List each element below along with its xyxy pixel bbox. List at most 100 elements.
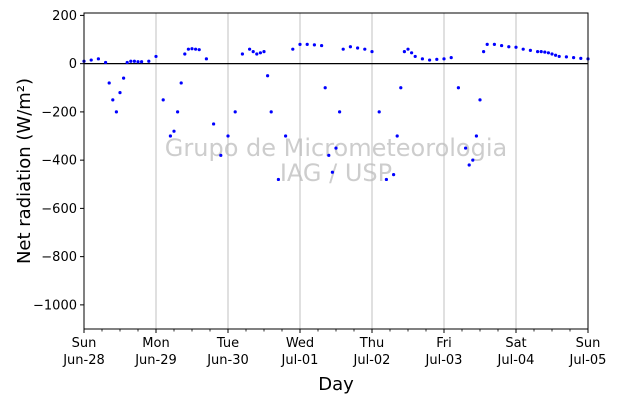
x-tick-day: Sat bbox=[505, 336, 526, 351]
data-point bbox=[456, 86, 460, 90]
x-tick-date: Jul-01 bbox=[281, 353, 319, 368]
data-point bbox=[320, 43, 324, 48]
x-tick-day: Mon bbox=[142, 336, 169, 351]
data-point bbox=[114, 110, 118, 114]
data-point bbox=[467, 163, 471, 167]
data-point bbox=[204, 57, 208, 61]
data-point bbox=[197, 48, 201, 52]
data-point bbox=[240, 52, 244, 56]
data-point bbox=[348, 45, 352, 49]
data-point bbox=[219, 153, 223, 157]
data-point bbox=[449, 56, 453, 60]
data-point bbox=[96, 57, 100, 61]
data-point bbox=[298, 42, 302, 46]
data-point bbox=[266, 74, 270, 78]
data-point bbox=[104, 60, 108, 65]
data-point bbox=[327, 153, 331, 157]
data-point bbox=[262, 49, 266, 54]
data-point bbox=[564, 55, 569, 59]
data-point bbox=[420, 57, 424, 61]
x-tick-date: Jul-02 bbox=[353, 353, 391, 368]
data-point bbox=[579, 56, 583, 60]
data-point bbox=[406, 47, 410, 51]
data-point bbox=[442, 57, 446, 61]
data-point bbox=[251, 49, 255, 54]
data-point bbox=[507, 45, 511, 49]
x-tick-date: Jul-04 bbox=[497, 353, 535, 368]
data-point bbox=[312, 43, 316, 47]
data-point bbox=[190, 47, 194, 51]
data-point bbox=[413, 54, 417, 59]
data-point bbox=[334, 146, 338, 150]
data-point bbox=[528, 48, 533, 52]
x-axis-label: Day bbox=[318, 374, 354, 395]
data-point bbox=[140, 60, 144, 64]
data-point bbox=[258, 51, 262, 55]
data-point bbox=[356, 46, 360, 50]
data-point bbox=[118, 91, 122, 95]
data-point bbox=[341, 47, 345, 51]
data-point bbox=[464, 146, 468, 150]
data-point bbox=[554, 53, 558, 57]
data-point bbox=[482, 49, 486, 54]
data-point bbox=[410, 51, 414, 55]
y-tick-label: 0 bbox=[69, 57, 77, 72]
data-point bbox=[176, 110, 180, 114]
data-point bbox=[276, 177, 280, 182]
data-point bbox=[330, 170, 334, 174]
x-tick-day: Thu bbox=[359, 336, 384, 351]
data-point bbox=[111, 98, 115, 102]
data-point bbox=[179, 81, 183, 85]
data-point bbox=[284, 134, 288, 138]
data-point bbox=[550, 52, 554, 56]
y-axis: 200 0 −200 −400 −600 −800 −1000 bbox=[33, 9, 84, 313]
x-tick-day: Wed bbox=[286, 336, 314, 351]
y-tick-label: −1000 bbox=[33, 298, 77, 313]
data-point bbox=[122, 76, 126, 80]
data-point bbox=[370, 49, 374, 54]
data-point bbox=[107, 81, 111, 85]
x-tick-day: Fri bbox=[436, 336, 452, 351]
data-point bbox=[125, 60, 129, 65]
data-point bbox=[384, 177, 388, 182]
y-tick-label: −800 bbox=[41, 250, 77, 265]
data-point bbox=[471, 158, 475, 162]
data-point bbox=[572, 56, 576, 60]
x-tick-date: Jun-29 bbox=[134, 353, 177, 368]
data-point bbox=[521, 47, 525, 51]
data-point bbox=[492, 42, 496, 46]
data-point bbox=[536, 49, 540, 54]
data-point bbox=[132, 59, 136, 63]
data-point bbox=[485, 42, 489, 46]
data-point bbox=[168, 134, 172, 138]
x-tick-day: Tue bbox=[216, 336, 239, 351]
data-point bbox=[338, 110, 342, 114]
data-point bbox=[395, 134, 399, 138]
y-tick-label: −200 bbox=[41, 105, 77, 120]
data-point bbox=[557, 54, 561, 59]
data-point bbox=[478, 98, 482, 102]
data-point bbox=[363, 47, 367, 51]
data-point bbox=[136, 60, 140, 64]
y-tick-label: −600 bbox=[41, 202, 77, 217]
x-tick-day: Sun bbox=[72, 336, 97, 351]
y-tick-label: 200 bbox=[52, 9, 77, 24]
data-points bbox=[82, 42, 590, 182]
x-tick-date: Jul-03 bbox=[425, 353, 463, 368]
data-point bbox=[392, 173, 396, 177]
data-point bbox=[233, 110, 237, 114]
data-point bbox=[428, 58, 432, 62]
data-point bbox=[255, 52, 259, 56]
data-point bbox=[402, 49, 406, 54]
data-point bbox=[514, 45, 518, 49]
data-point bbox=[539, 49, 543, 54]
data-point bbox=[546, 51, 551, 55]
data-point bbox=[435, 57, 439, 61]
y-axis-label: Net radiation (W/m²) bbox=[14, 78, 35, 264]
x-tick-day: Sun bbox=[576, 336, 601, 351]
data-point bbox=[154, 54, 158, 59]
data-point bbox=[212, 122, 216, 126]
grid-lines bbox=[155, 13, 517, 329]
data-point bbox=[161, 98, 165, 102]
